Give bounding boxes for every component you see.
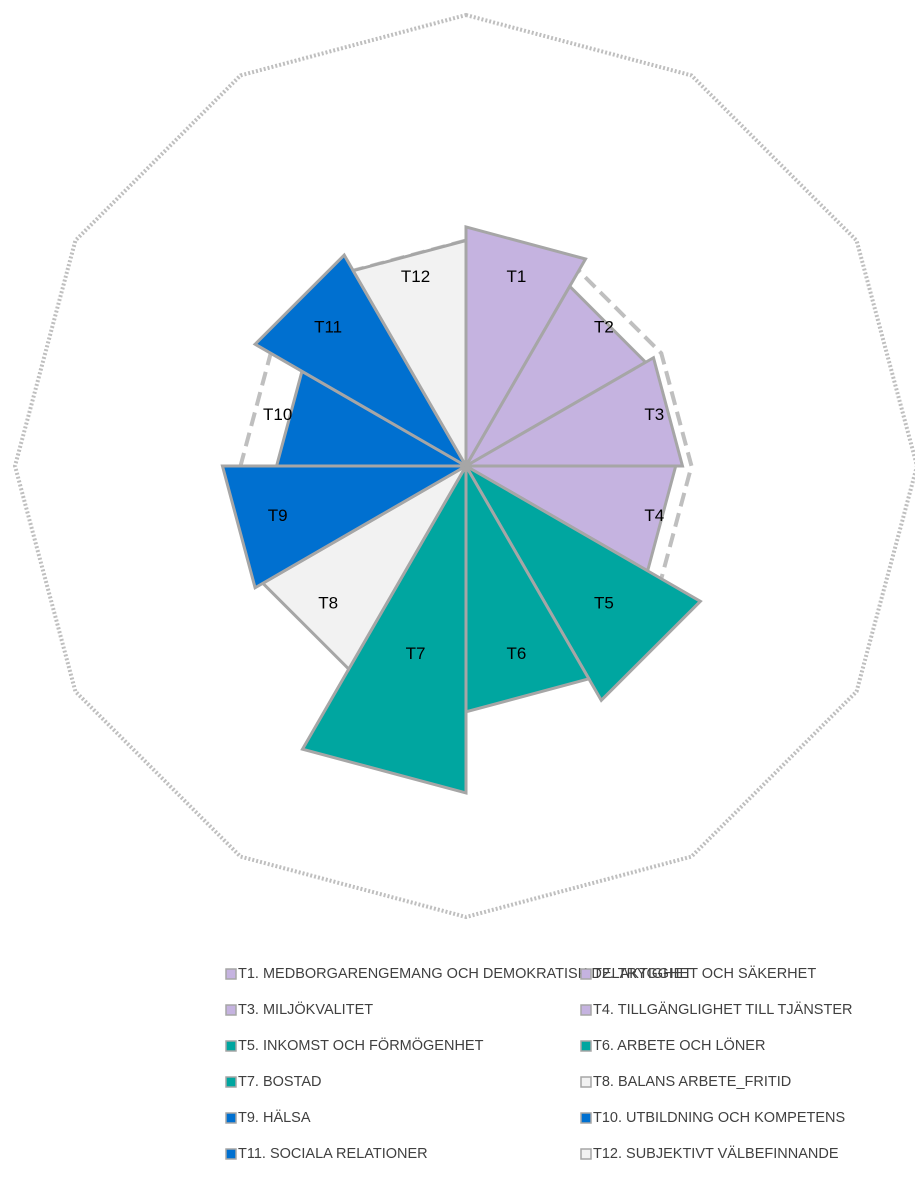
sector-label: T6 <box>507 644 527 663</box>
legend-label: T8. BALANS ARBETE_FRITID <box>593 1074 791 1090</box>
legend-marker <box>225 1040 237 1052</box>
sector-label: T7 <box>406 644 426 663</box>
legend-marker <box>580 968 592 980</box>
sector-label: T9 <box>268 506 288 525</box>
legend-marker <box>580 1040 592 1052</box>
sector-label: T8 <box>318 593 338 612</box>
legend-label: T6. ARBETE OCH LÖNER <box>593 1036 765 1054</box>
sector-label: T10 <box>263 405 292 424</box>
legend-label: T2. TRYGGHET OCH SÄKERHET <box>593 965 816 982</box>
sector-label: T11 <box>314 318 342 337</box>
legend-label: T7. BOSTAD <box>238 1074 322 1090</box>
sector-label: T1 <box>507 267 527 286</box>
legend-marker <box>580 1112 592 1124</box>
sector-label: T4 <box>644 506 664 525</box>
sector-label: T5 <box>594 593 614 612</box>
sector-label: T2 <box>594 318 614 337</box>
legend-marker <box>580 1076 592 1088</box>
legend-marker <box>225 968 237 980</box>
legend-marker <box>225 1004 237 1016</box>
outer-grid <box>12 12 915 920</box>
legend-marker <box>580 1148 592 1160</box>
legend-label: T9. HÄLSA <box>238 1109 311 1126</box>
legend-marker <box>580 1004 592 1016</box>
legend-marker <box>225 1148 237 1160</box>
sector-label: T12 <box>401 267 430 286</box>
legend-marker <box>225 1112 237 1124</box>
legend-label: T12. SUBJEKTIVT VÄLBEFINNANDE <box>593 1145 839 1162</box>
sector-label: T3 <box>644 405 664 424</box>
legend-label: T11. SOCIALA RELATIONER <box>238 1146 428 1162</box>
legend-label: T4. TILLGÄNGLIGHET TILL TJÄNSTER <box>593 1001 852 1018</box>
legend-label: T3. MILJÖKVALITET <box>238 1000 373 1018</box>
legend-label: T5. INKOMST OCH FÖRMÖGENHET <box>238 1036 484 1054</box>
legend-label: T1. MEDBORGARENGEMANG OCH DEMOKRATISK DE… <box>238 966 692 982</box>
sector <box>350 238 468 472</box>
legend-marker <box>225 1076 237 1088</box>
legend-label: T10. UTBILDNING OCH KOMPETENS <box>593 1110 845 1126</box>
